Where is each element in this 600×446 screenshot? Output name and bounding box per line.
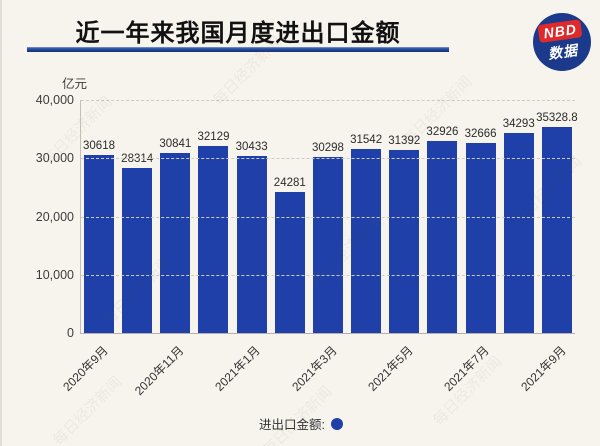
bar-value-text: 34293 xyxy=(502,118,535,131)
bar-cell: 32926 xyxy=(426,100,459,333)
y-tick-label: 20,000 xyxy=(35,209,74,224)
bar-cell: 34293 xyxy=(502,100,535,333)
bar-value-text: 32129 xyxy=(197,130,230,143)
bar-value-text: 35328.8 xyxy=(536,112,578,125)
gridline xyxy=(81,216,575,218)
nbd-logo-subtext: 数据 xyxy=(547,41,580,62)
bar-value-label: 30841 xyxy=(159,138,192,151)
bar-value-text: 31392 xyxy=(388,135,421,148)
bar xyxy=(84,154,114,333)
bar-value-text: 32926 xyxy=(426,126,459,139)
x-tick-label: 2021年5月 xyxy=(365,343,416,394)
y-tick-label: 40,000 xyxy=(35,93,74,107)
bar-cell: 30841 2020年11月 xyxy=(132,100,192,398)
bar xyxy=(351,149,382,333)
bar-cell: 30298 2021年3月 xyxy=(289,100,344,394)
y-tick-label: 0 xyxy=(67,326,74,340)
bar-cell: 30618 2020年9月 xyxy=(60,100,115,394)
bar xyxy=(389,150,420,333)
bar-value-label: 30433 xyxy=(235,140,268,153)
bar xyxy=(198,145,229,333)
legend-label: 进出口金额: xyxy=(259,418,325,432)
bar-value-text: 30298 xyxy=(311,141,344,154)
x-tick-label: 2021年3月 xyxy=(288,343,340,394)
bar-cell: 32129 xyxy=(197,100,230,333)
x-tick-label: 2021年1月 xyxy=(212,343,263,394)
bar xyxy=(312,156,343,333)
bar-cell: 35328.8 2021年9月 xyxy=(518,100,578,394)
bar-value-label: 30298 xyxy=(311,141,344,154)
legend-marker-dot xyxy=(330,417,343,430)
bar-value-text: 30433 xyxy=(235,140,268,153)
bar-cell: 32666 2021年7月 xyxy=(441,100,497,394)
bar xyxy=(236,155,267,333)
bar-value-label: 32129 xyxy=(197,130,230,143)
gridline xyxy=(81,274,575,276)
bar xyxy=(274,191,305,333)
x-tick-label: 2021年9月 xyxy=(517,343,569,394)
gridline xyxy=(81,100,575,101)
bar-value-text: 30618 xyxy=(83,139,115,152)
y-tick-label: 30,000 xyxy=(35,151,74,166)
nbd-logo: NBD 数据 xyxy=(533,13,591,71)
header: 近一年来我国月度进出口金额 xyxy=(2,13,474,48)
y-tick-label: 10,000 xyxy=(35,267,74,282)
y-axis-unit-label: 亿元 xyxy=(62,77,88,91)
bar-value-text: 30841 xyxy=(159,138,192,151)
bar-value-text: 32666 xyxy=(464,127,497,140)
title-underline xyxy=(27,47,449,52)
bar xyxy=(503,133,534,333)
bar-cell: 28314 xyxy=(121,100,153,333)
bar-value-text: 24281 xyxy=(273,176,306,189)
bar-value-label: 31392 xyxy=(388,135,421,148)
bar-value-label: 32666 xyxy=(464,127,497,140)
bar-value-text: 31542 xyxy=(350,134,383,147)
bar-cell: 30433 2021年1月 xyxy=(212,100,268,394)
bar-cell: 31392 2021年5月 xyxy=(365,100,421,394)
x-tick-label: 2020年11月 xyxy=(132,343,187,398)
gridline xyxy=(81,158,575,160)
bar-series: 30618 2020年9月 28314 30841 2020年11月 32129 30433… xyxy=(60,100,578,398)
bar-cell: 24281 xyxy=(273,100,306,333)
bar-value-label: 24281 xyxy=(273,176,306,189)
bar xyxy=(122,168,153,333)
bar-value-label: 35328.8 xyxy=(536,112,578,124)
bar-value-label: 34293 xyxy=(502,118,535,131)
bar xyxy=(427,141,458,333)
page-title: 近一年来我国月度进出口金额 xyxy=(75,20,401,47)
bar-cell: 31542 xyxy=(350,100,383,333)
bar xyxy=(541,127,572,333)
bar xyxy=(160,153,191,333)
x-tick-label: 2021年7月 xyxy=(441,343,492,394)
bar-value-label: 32926 xyxy=(426,126,459,139)
legend: 进出口金额: xyxy=(2,414,600,433)
plot-area: 30618 2020年9月 28314 30841 2020年11月 32129 30433… xyxy=(60,100,578,398)
y-axis: 40,000 30,000 20,000 10,000 0 xyxy=(2,93,74,340)
bar-value-label: 30618 xyxy=(83,139,115,152)
bar-value-label: 31542 xyxy=(350,134,383,147)
bar xyxy=(465,142,496,333)
x-tick-label: 2020年9月 xyxy=(59,343,111,394)
nbd-logo-inner: NBD 数据 xyxy=(537,19,587,65)
